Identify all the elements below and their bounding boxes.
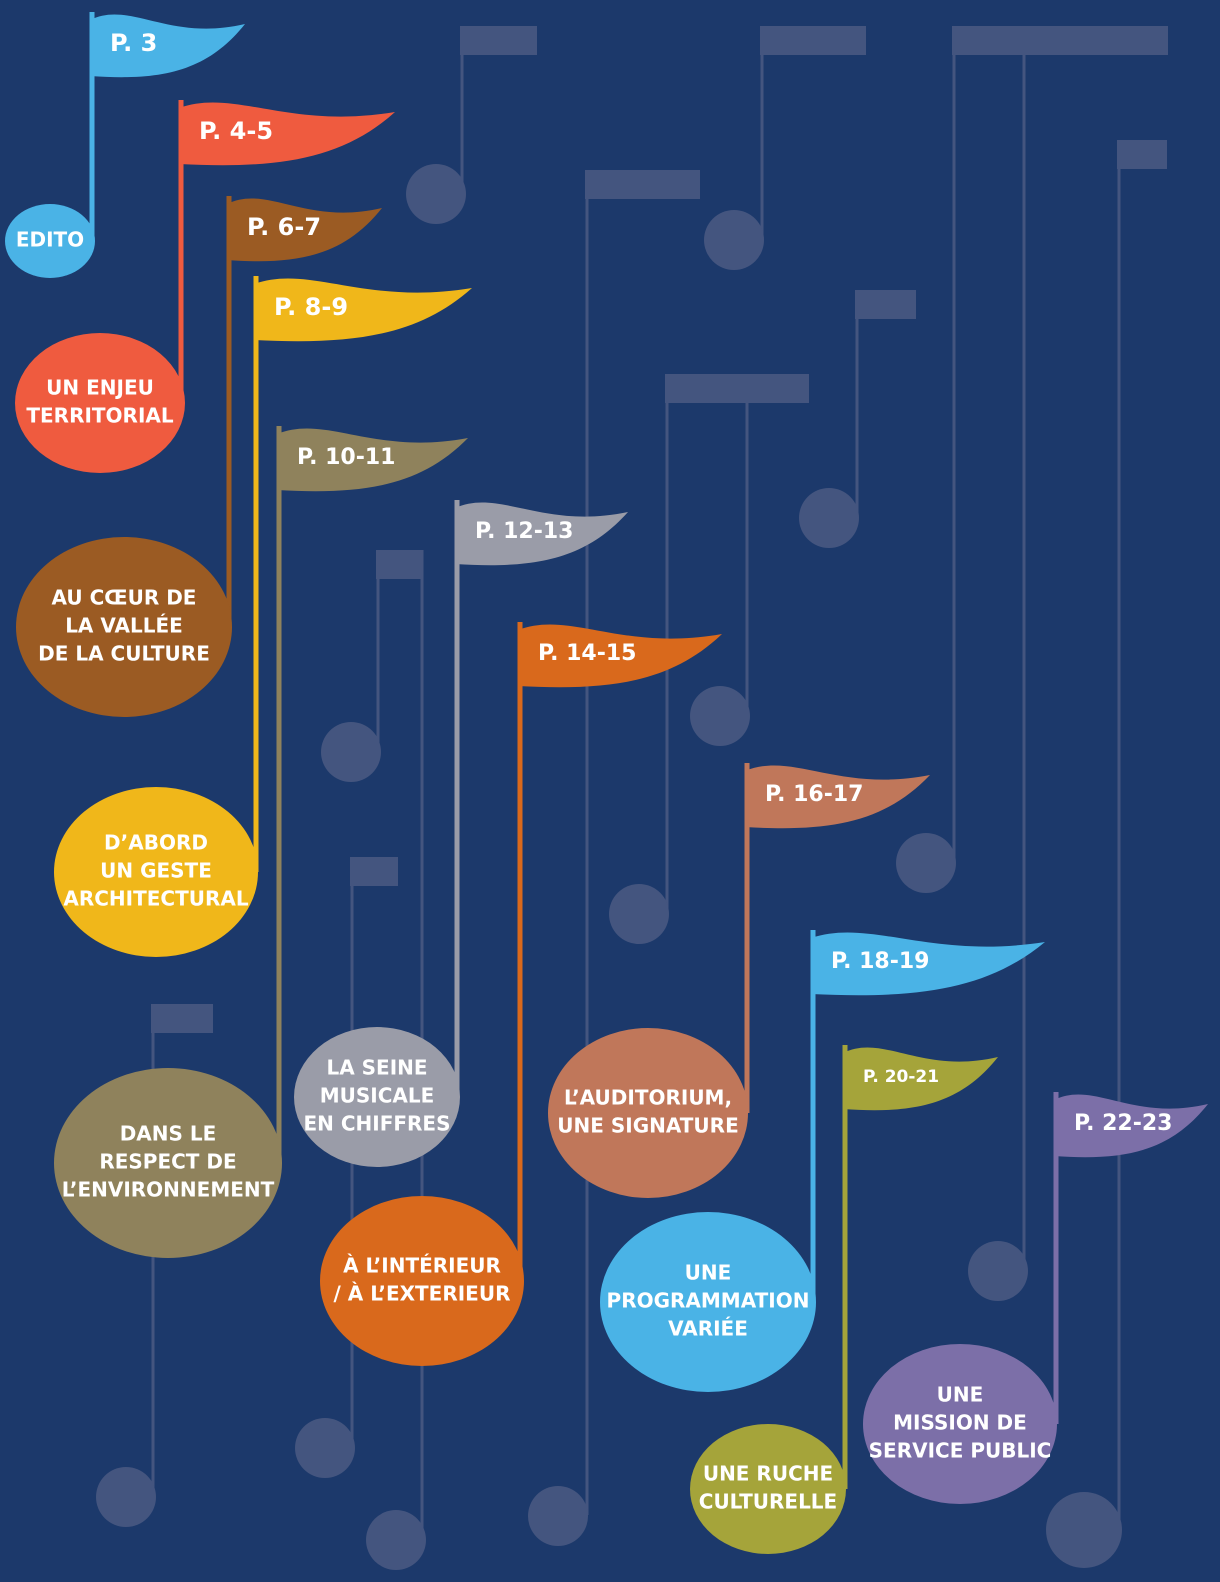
section-title: L’AUDITORIUM, [564,1086,732,1110]
section-title: RESPECT DE [99,1150,236,1174]
page-number: P. 10-11 [297,445,395,470]
section-title: ARCHITECTURAL [63,887,248,911]
section-title: AU CŒUR DE [52,586,197,610]
section-title: DE LA CULTURE [38,642,210,666]
section-title: PROGRAMMATION [607,1289,810,1313]
section-title: EN CHIFFRES [303,1112,450,1136]
page-number: P. 18-19 [831,949,929,974]
page-number: P. 4-5 [199,117,273,145]
section-title: MUSICALE [320,1084,435,1108]
section-title: LA VALLÉE [65,614,183,638]
section-title: UN GESTE [100,859,212,883]
page-number: P. 22-23 [1074,1111,1172,1136]
section-title: EDITO [16,228,84,252]
section-title: UNE RUCHE [703,1462,833,1486]
page-number: P. 14-15 [538,641,636,666]
section-title: / À L’EXTERIEUR [334,1282,511,1306]
section-title: CULTURELLE [699,1490,837,1514]
page-number: P. 16-17 [765,782,863,807]
page-number: P. 3 [110,29,157,57]
section-title: SERVICE PUBLIC [869,1439,1052,1463]
section-title: UN ENJEU [46,376,154,400]
page-number: P. 6-7 [247,213,321,241]
section-title: D’ABORD [104,831,208,855]
section-title: UNE [685,1261,732,1285]
section-title: DANS LE [120,1122,217,1146]
section-title: TERRITORIAL [26,404,174,428]
page: P. 3 EDITO P. 4-5 UN ENJEU TERRITORIAL P. 6-7… [0,0,1220,1582]
page-number: P. 8-9 [274,293,348,321]
section-title: L’ENVIRONNEMENT [62,1178,275,1202]
section-title: MISSION DE [893,1411,1027,1435]
section-title: À L’INTÉRIEUR [343,1254,501,1278]
section-title: LA SEINE [326,1056,427,1080]
page-number: P. 12-13 [475,519,573,544]
section-title: UNE SIGNATURE [557,1114,738,1138]
section-title: UNE [937,1383,984,1407]
page-number: P. 20-21 [863,1067,939,1087]
section-title: VARIÉE [668,1317,748,1341]
